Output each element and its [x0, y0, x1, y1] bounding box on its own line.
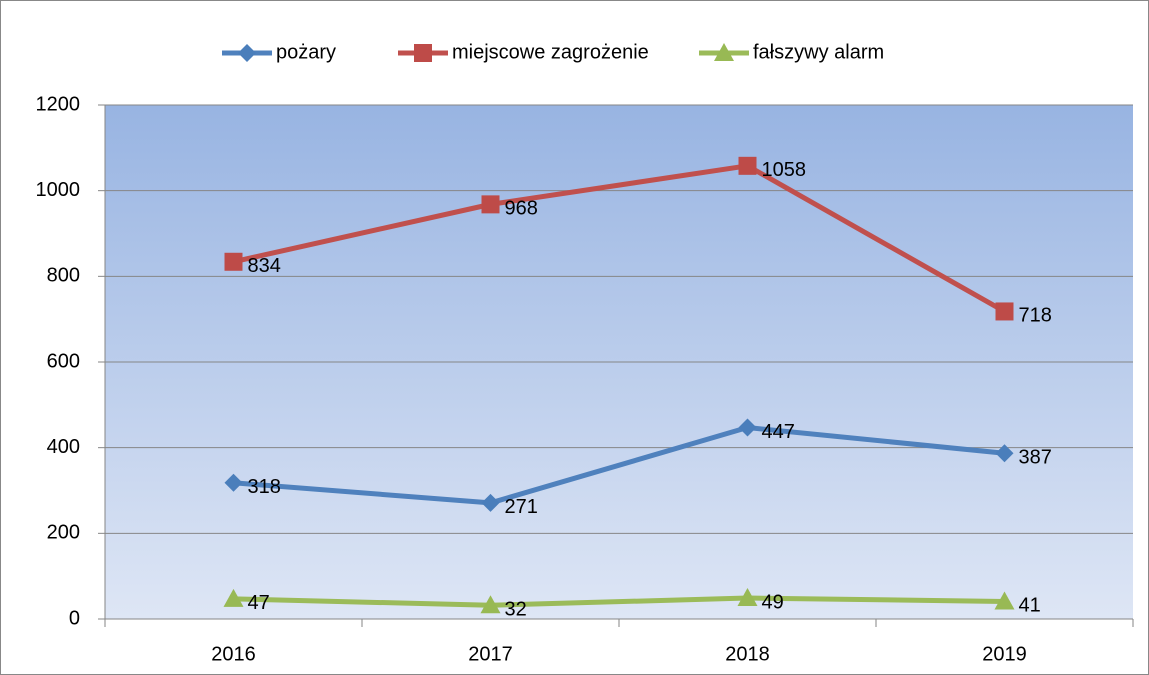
data-label: 32: [505, 599, 527, 621]
y-tick-label: 1200: [36, 93, 81, 115]
series-line: [233, 425, 1005, 506]
y-tick-label: 1000: [36, 179, 81, 201]
data-label: 1058: [762, 159, 807, 181]
marker: [994, 591, 1015, 610]
data-label: 47: [248, 592, 270, 614]
legend-marker: [714, 43, 734, 61]
y-tick-label: 200: [47, 522, 80, 544]
marker: [223, 588, 244, 607]
series-line: [233, 595, 1005, 608]
legend-marker: [414, 44, 432, 62]
marker: [224, 473, 243, 492]
marker: [224, 252, 243, 271]
marker: [738, 156, 757, 175]
x-tick-label: 2016: [211, 643, 256, 665]
y-tick-label: 600: [47, 350, 80, 372]
marker: [995, 302, 1014, 321]
x-tick-label: 2019: [982, 643, 1027, 665]
data-label: 968: [505, 198, 538, 220]
marker: [995, 444, 1014, 463]
data-label: 41: [1019, 595, 1041, 617]
legend-label: fałszywy alarm: [753, 41, 884, 63]
legend-label: miejscowe zagrożenie: [452, 41, 649, 63]
data-label: 834: [248, 255, 281, 277]
data-label: 49: [762, 591, 784, 613]
y-tick-label: 800: [47, 265, 80, 287]
y-tick-label: 0: [69, 607, 80, 629]
x-tick-label: 2017: [468, 643, 513, 665]
legend-label: pożary: [276, 41, 336, 63]
legend-marker: [238, 44, 256, 62]
x-tick-label: 2018: [725, 643, 770, 665]
series-line: [232, 163, 1006, 314]
data-label: 387: [1019, 447, 1052, 469]
data-label: 447: [762, 421, 795, 443]
marker: [481, 195, 500, 214]
data-label: 318: [248, 476, 281, 498]
marker: [738, 418, 757, 437]
y-tick-label: 400: [47, 436, 80, 458]
marker: [737, 588, 758, 607]
data-label: 718: [1019, 305, 1052, 327]
data-label: 271: [505, 496, 538, 518]
marker: [480, 595, 501, 614]
marker: [481, 493, 500, 512]
